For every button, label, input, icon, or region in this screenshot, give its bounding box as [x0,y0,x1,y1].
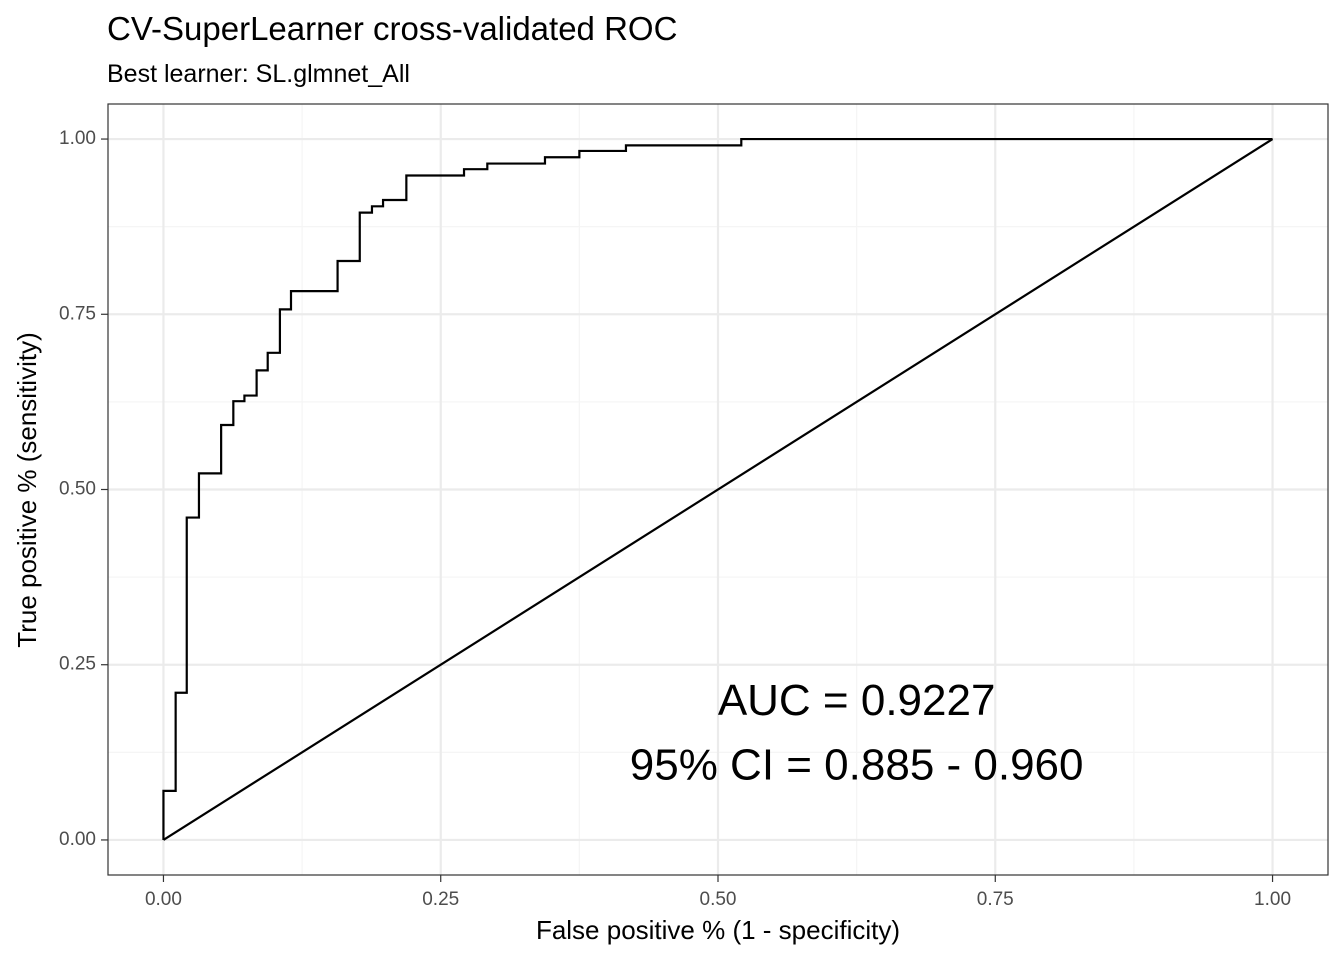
auc-annotation: AUC = 0.9227 [718,676,996,725]
y-tick-label: 0.50 [59,479,96,500]
y-axis: 0.00 0.25 0.50 0.75 1.00 [59,128,108,850]
diagonal-reference-line [162,138,1274,841]
grid [108,104,1328,875]
y-tick-label: 0.75 [59,303,96,324]
y-tick-label: 0.00 [59,829,96,850]
y-tick-label: 1.00 [59,128,96,149]
chart-title: CV-SuperLearner cross-validated ROC [107,10,677,47]
x-axis-title: False positive % (1 - specificity) [536,915,900,945]
ci-annotation: 95% CI = 0.885 - 0.960 [630,740,1084,789]
chart-subtitle: Best learner: SL.glmnet_All [107,60,410,88]
annotations: AUC = 0.9227 95% CI = 0.885 - 0.960 [630,676,1084,789]
x-tick-label: 0.00 [145,889,182,910]
series-layer [162,137,1274,841]
y-axis-title: True positive % (sensitivity) [12,332,42,647]
y-tick-label: 0.25 [59,654,96,675]
x-tick-label: 1.00 [1254,889,1291,910]
roc-curve-line [162,137,1273,840]
x-tick-label: 0.50 [700,889,737,910]
x-tick-label: 0.25 [422,889,459,910]
x-tick-label: 0.75 [977,889,1014,910]
x-axis: 0.00 0.25 0.50 0.75 1.00 [145,875,1291,910]
